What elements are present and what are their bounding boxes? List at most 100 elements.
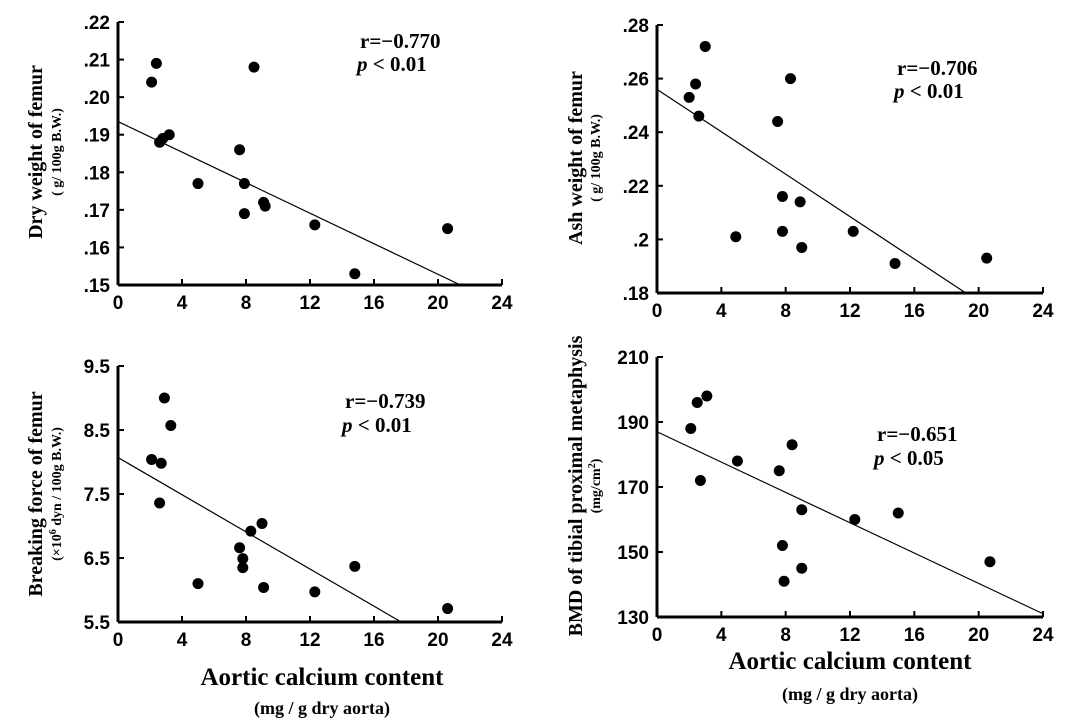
data-point [778, 575, 790, 587]
y-tick-label: .15 [84, 276, 111, 297]
chart-panel-ash: 0 4 8 12 16 20 24 .18 .2 .22 .24 .26 .28 Ash weight o… [565, 16, 1054, 322]
p-value: p < 0.05 [872, 446, 944, 470]
data-point [154, 497, 166, 509]
data-point [773, 465, 785, 477]
correlation-coefficient: r=−0.706 [897, 56, 978, 80]
x-tick-label: 20 [427, 293, 448, 314]
chart-panel-bmd: 0 4 8 12 16 20 24 130 150 170 190 210 BMD of tibial … [565, 335, 1054, 646]
data-point [155, 457, 167, 469]
data-point [146, 453, 158, 465]
data-point [158, 392, 170, 404]
data-point [690, 78, 702, 90]
x-tick-label: 12 [299, 293, 320, 314]
p-value: p < 0.01 [892, 79, 964, 103]
data-point [258, 581, 270, 593]
x-tick-label: 16 [904, 625, 925, 646]
data-point [256, 517, 268, 529]
x-axis-label-right: Aortic calcium content [729, 648, 973, 675]
data-point [776, 191, 788, 203]
data-point [163, 129, 175, 141]
y-tick-label: 7.5 [84, 485, 111, 506]
data-point [150, 57, 162, 69]
y-tick-label: .2 [633, 230, 649, 251]
y-axis-label: Ash weight of femur [565, 71, 587, 245]
data-point [981, 252, 993, 264]
data-point [165, 420, 177, 432]
y-axis-unit: ( g/ 100g B.W.) [50, 108, 65, 196]
data-point [699, 40, 711, 52]
data-point [892, 507, 904, 519]
data-point [245, 525, 257, 537]
x-axis-unit-left: (mg / g dry aorta) [254, 698, 390, 719]
y-tick-label: .22 [84, 13, 110, 34]
data-point [849, 514, 861, 525]
data-point [730, 231, 742, 243]
y-tick-label: .26 [623, 70, 649, 91]
x-tick-label: 12 [299, 630, 320, 651]
p-value: p < 0.01 [355, 52, 427, 76]
y-tick-label: .24 [623, 123, 650, 144]
correlation-coefficient: r=−0.770 [360, 29, 441, 53]
x-tick-label: 0 [652, 301, 663, 322]
x-axis-unit-right: (mg / g dry aorta) [782, 684, 918, 705]
data-point [796, 241, 808, 253]
x-tick-label: 12 [839, 625, 860, 646]
data-point [796, 562, 808, 574]
data-point [694, 475, 706, 486]
data-point [238, 178, 250, 190]
x-tick-label: 20 [427, 630, 448, 651]
data-point [192, 578, 204, 590]
data-point [691, 397, 703, 408]
x-tick-label: 8 [241, 293, 252, 314]
data-point [776, 225, 788, 237]
x-tick-label: 4 [716, 301, 727, 322]
x-tick-label: 24 [491, 630, 513, 651]
y-tick-label: .16 [84, 238, 110, 259]
y-tick-label: 6.5 [84, 549, 111, 570]
data-point [685, 423, 697, 434]
y-tick-label: 190 [617, 413, 649, 434]
data-point [192, 178, 204, 190]
y-tick-label: .18 [623, 284, 649, 305]
x-tick-label: 4 [177, 293, 188, 314]
y-tick-label: 9.5 [84, 357, 111, 378]
data-point [794, 196, 806, 208]
chart-panel-dry: 0 4 8 12 16 20 24 .15 .16 .17 .18 .19 .20 .21 .22 Dry w… [25, 13, 513, 314]
data-point [234, 542, 246, 554]
x-tick-label: 8 [241, 630, 252, 651]
data-point [731, 455, 743, 467]
data-point [442, 603, 454, 615]
y-tick-label: .21 [84, 51, 111, 72]
data-point [786, 439, 798, 451]
y-tick-label: .28 [623, 16, 649, 37]
x-tick-label: 0 [652, 625, 663, 646]
regression-line [656, 431, 1044, 615]
data-point [796, 504, 808, 516]
data-point [776, 540, 788, 551]
y-tick-label: .22 [623, 177, 649, 198]
regression-line [117, 121, 461, 286]
data-point [984, 556, 996, 568]
y-tick-label: 210 [617, 348, 649, 369]
y-tick-label: .17 [84, 201, 110, 222]
y-tick-label: 150 [617, 543, 649, 564]
data-point [234, 144, 246, 156]
y-tick-label: .19 [84, 126, 110, 147]
data-point [237, 553, 249, 565]
correlation-coefficient: r=−0.651 [877, 422, 958, 446]
y-axis-label: Breaking force of femur [25, 391, 47, 596]
data-point [889, 258, 901, 270]
y-tick-label: 5.5 [84, 613, 111, 634]
x-tick-label: 0 [113, 630, 124, 651]
x-tick-label: 20 [968, 625, 989, 646]
data-point [772, 115, 784, 127]
data-point [784, 73, 796, 85]
y-axis-label: Dry weight of femur [25, 65, 47, 239]
x-tick-label: 4 [177, 630, 188, 651]
y-tick-label: .20 [84, 88, 110, 109]
data-point [442, 223, 454, 235]
y-tick-label: .18 [84, 163, 110, 184]
data-point [259, 200, 271, 212]
